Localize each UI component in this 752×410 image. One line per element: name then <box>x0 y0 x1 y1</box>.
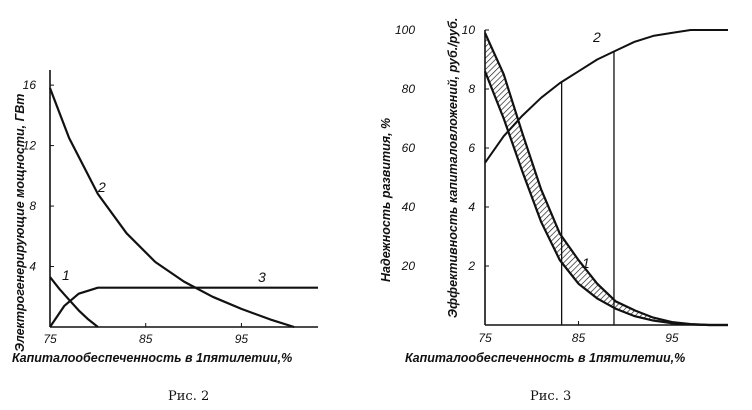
fig3-y-right-tick-label: 10 <box>462 23 476 37</box>
fig3-y-label-right: Эффективность капиталовложений, руб./руб… <box>446 18 460 318</box>
fig3-y-right-tick-label: 6 <box>468 141 475 155</box>
fig2-x-label: Капиталообеспеченность в 1пятилетии,% <box>12 351 292 365</box>
fig3-y-label-left: Надежность развития, % <box>379 118 393 282</box>
fig3-y-left-tick-label: 60 <box>402 141 416 155</box>
fig2-series <box>48 87 318 329</box>
fig3-y-left-tick-label: 100 <box>395 23 415 37</box>
fig3-x-tick-label: 85 <box>572 331 586 345</box>
fig2-series-label-1: 1 <box>62 267 70 283</box>
fig2-series-label-3: 3 <box>258 269 266 285</box>
fig3-caption: Рис. 3 <box>530 389 571 404</box>
fig2-series-label-2: 2 <box>97 179 106 195</box>
fig2-line-series-1 <box>49 276 99 328</box>
fig2-x-tick-label: 75 <box>43 332 57 346</box>
fig2-y-tick-label: 12 <box>23 139 37 153</box>
fig2-y-label: Электрогенерирующие мощности, ГВт <box>13 94 27 352</box>
fig3-y-right-tick-label: 4 <box>468 200 475 214</box>
fig3-x-label: Капиталообеспеченность в 1пятилетии,% <box>405 351 685 365</box>
fig3-band-upper-line <box>483 32 728 327</box>
figure-2: 75 85 95 4 8 12 16 1 2 3 Электрогенерирующие м… <box>12 70 318 404</box>
fig3-series <box>483 29 728 327</box>
fig2-caption: Рис. 2 <box>168 389 209 404</box>
fig3-y-left-tick-label: 40 <box>402 200 416 214</box>
fig3-line-series-2 <box>484 29 728 164</box>
fig2-x-tick-label: 85 <box>139 332 153 346</box>
figure-3: 75 85 95 20 40 60 80 100 2 4 6 8 10 2 1 Надежность р… <box>379 18 728 404</box>
fig3-y-right-tick-label: 8 <box>468 82 475 96</box>
fig3-ticks: 75 85 95 20 40 60 80 100 2 4 6 8 10 <box>395 23 679 345</box>
fig2-line-series-3 <box>49 286 318 328</box>
fig3-series-label-2: 2 <box>592 29 601 45</box>
fig3-band-lower-line <box>483 70 728 327</box>
fig3-y-left-tick-label: 80 <box>402 82 416 96</box>
fig2-y-tick-label: 4 <box>29 260 36 274</box>
fig2-y-tick-label: 8 <box>29 199 36 213</box>
fig2-y-tick-label: 16 <box>23 78 37 92</box>
fig3-y-left-tick-label: 20 <box>401 259 416 273</box>
fig2-x-tick-label: 95 <box>235 332 249 346</box>
fig3-band-fill-series-1 <box>485 32 728 326</box>
fig3-x-tick-label: 75 <box>478 331 492 345</box>
fig3-x-tick-label: 95 <box>665 331 679 345</box>
fig3-y-right-tick-label: 2 <box>467 259 475 273</box>
fig3-series-label-1: 1 <box>582 255 590 271</box>
fig2-line-series-2 <box>48 87 295 329</box>
